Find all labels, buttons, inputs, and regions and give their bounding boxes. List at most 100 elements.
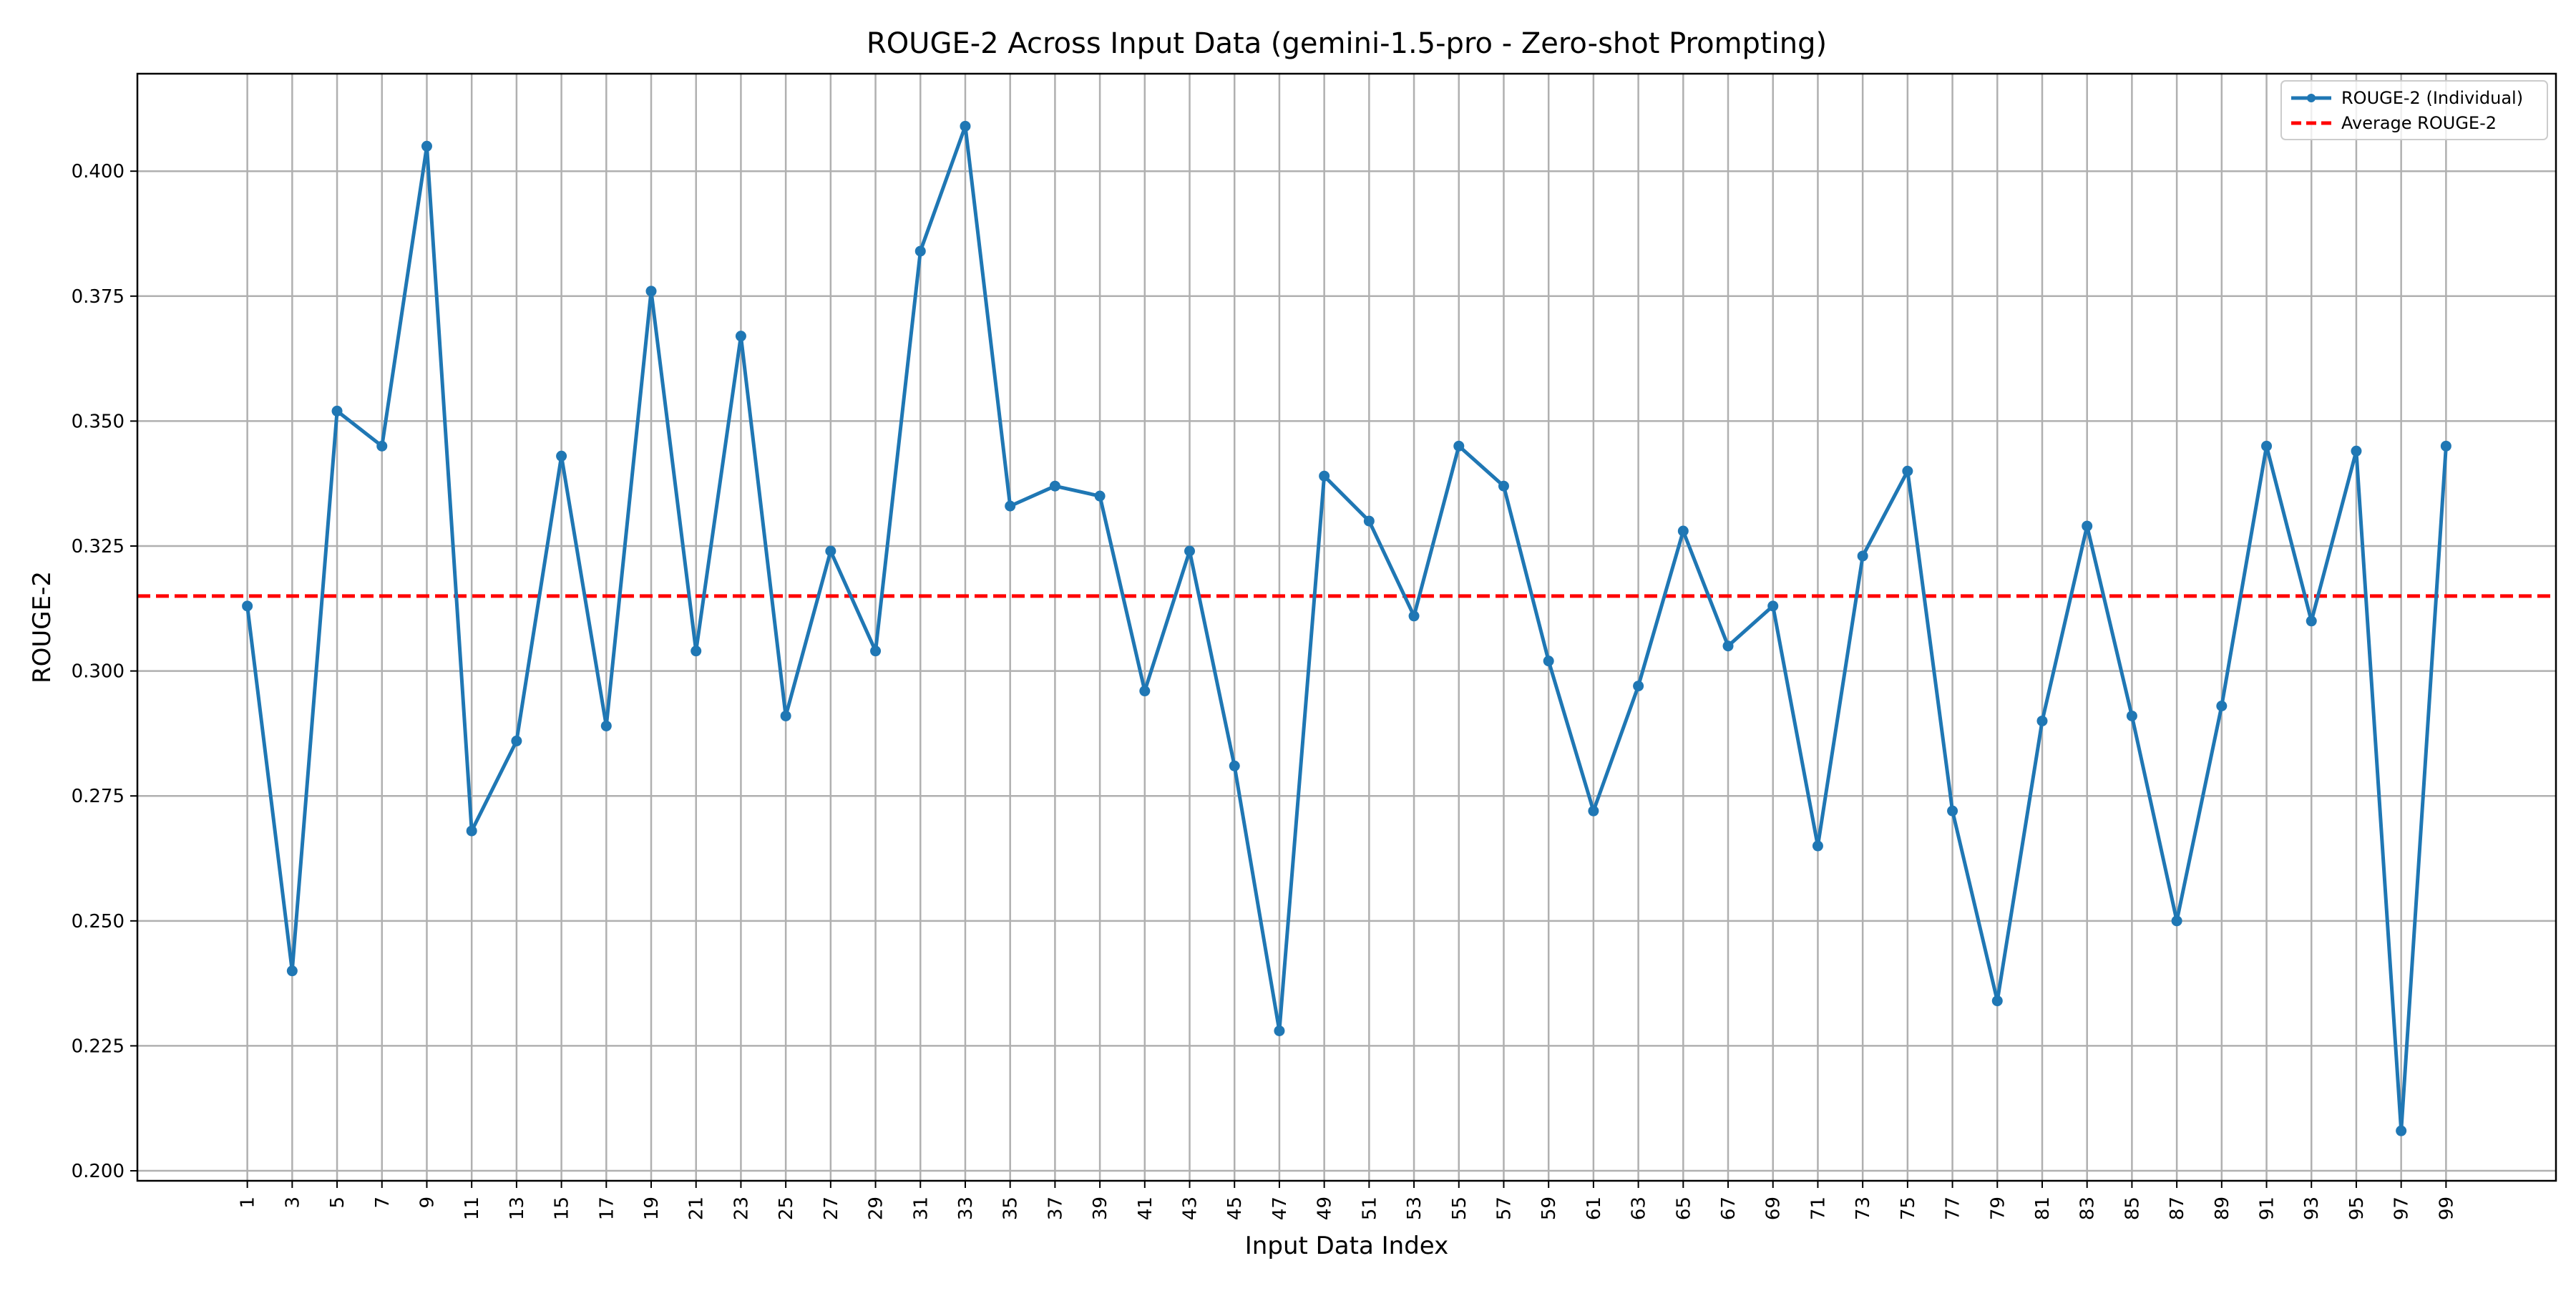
data-point [914, 245, 926, 257]
legend-label-individual: ROUGE-2 (Individual) [2341, 88, 2523, 108]
data-point [1184, 545, 1196, 557]
y-tick-label: 0.400 [72, 161, 125, 182]
data-point [556, 450, 567, 462]
x-tick-label: 97 [2391, 1197, 2413, 1220]
x-tick-label: 29 [866, 1197, 887, 1220]
grid [137, 74, 2556, 1181]
x-tick-label: 5 [327, 1197, 348, 1209]
y-tick-label: 0.275 [72, 786, 125, 807]
data-point [1902, 465, 1913, 477]
chart-title: ROUGE-2 Across Input Data (gemini-1.5-pr… [867, 27, 1827, 60]
data-point [242, 600, 253, 612]
data-point [1588, 805, 1599, 817]
x-tick-label: 71 [1807, 1197, 1829, 1220]
x-tick-label: 81 [2032, 1197, 2054, 1220]
x-tick-label: 19 [641, 1197, 663, 1220]
data-point [2396, 1125, 2407, 1136]
data-point [1767, 600, 1779, 612]
data-point [1229, 760, 1240, 771]
data-point [1005, 500, 1016, 512]
x-tick-label: 43 [1180, 1197, 1201, 1220]
series-group [242, 120, 2451, 1136]
legend-label-average: Average ROUGE-2 [2341, 113, 2497, 133]
x-tick-label: 11 [462, 1197, 483, 1220]
y-axis-ticks: 0.200 0.225 0.250 0.275 0.300 0.325 0.350 0.375… [72, 161, 137, 1182]
x-tick-label: 83 [2077, 1197, 2099, 1220]
x-tick-label: 93 [2301, 1197, 2323, 1220]
x-tick-label: 99 [2436, 1197, 2457, 1220]
x-tick-label: 23 [731, 1197, 752, 1220]
data-point [2261, 440, 2273, 452]
x-tick-label: 21 [686, 1197, 708, 1220]
x-tick-label: 65 [1673, 1197, 1694, 1220]
x-tick-label: 75 [1898, 1197, 1919, 1220]
y-tick-label: 0.200 [72, 1161, 125, 1182]
data-point [691, 646, 702, 657]
plot-frame [136, 72, 2557, 1182]
data-point [466, 825, 477, 837]
x-tick-label: 49 [1314, 1197, 1336, 1220]
x-tick-label: 41 [1135, 1197, 1156, 1220]
data-point [511, 735, 522, 746]
x-tick-label: 7 [372, 1197, 394, 1209]
data-point [825, 545, 836, 557]
x-tick-label: 73 [1853, 1197, 1874, 1220]
x-tick-label: 79 [1987, 1197, 2009, 1220]
x-tick-label: 85 [2122, 1197, 2143, 1220]
x-tick-label: 1 [238, 1197, 259, 1209]
x-tick-label: 27 [821, 1197, 842, 1220]
x-tick-label: 67 [1718, 1197, 1740, 1220]
y-tick-label: 0.225 [72, 1036, 125, 1057]
x-tick-label: 31 [910, 1197, 932, 1220]
x-tick-label: 63 [1629, 1197, 1650, 1220]
x-tick-label: 35 [1000, 1197, 1022, 1220]
x-tick-label: 55 [1449, 1197, 1470, 1220]
x-axis-ticks: 1 3 5 7 9 11 13 15 17 19 21 23 25 27 29 31 33 35 37 39 41 43 4… [238, 1181, 2457, 1220]
data-point [2306, 615, 2317, 627]
data-point [2171, 915, 2182, 927]
data-point [1677, 525, 1689, 537]
data-point [286, 965, 298, 977]
data-point [1812, 840, 1823, 852]
x-tick-label: 47 [1269, 1197, 1291, 1220]
y-axis-label: ROUGE-2 [28, 571, 57, 683]
data-point [1274, 1025, 1285, 1036]
x-tick-label: 33 [955, 1197, 977, 1220]
x-tick-label: 91 [2257, 1197, 2278, 1220]
data-point [780, 710, 791, 721]
data-point [1543, 656, 1554, 667]
y-tick-label: 0.250 [72, 911, 125, 932]
legend: ROUGE-2 (Individual) Average ROUGE-2 [2280, 80, 2548, 140]
x-tick-label: 37 [1045, 1197, 1066, 1220]
x-tick-label: 45 [1224, 1197, 1246, 1220]
data-point [1498, 480, 1509, 492]
y-tick-label: 0.350 [72, 411, 125, 432]
data-point [2082, 520, 2093, 532]
legend-box [2280, 80, 2548, 140]
x-tick-label: 25 [776, 1197, 797, 1220]
x-tick-label: 57 [1493, 1197, 1515, 1220]
data-point [2351, 445, 2362, 457]
x-tick-label: 69 [1763, 1197, 1785, 1220]
x-tick-label: 53 [1404, 1197, 1425, 1220]
data-point [1363, 515, 1375, 527]
data-point [1453, 440, 1465, 452]
x-tick-label: 17 [596, 1197, 618, 1220]
x-tick-label: 89 [2212, 1197, 2233, 1220]
data-point [1857, 550, 1868, 562]
data-point [1049, 480, 1060, 492]
x-tick-label: 59 [1538, 1197, 1560, 1220]
data-point [1633, 681, 1644, 692]
x-tick-label: 61 [1584, 1197, 1605, 1220]
data-point [735, 331, 746, 342]
data-point [1139, 686, 1151, 697]
y-tick-label: 0.375 [72, 286, 125, 308]
x-tick-label: 3 [282, 1197, 303, 1209]
data-point [645, 286, 657, 297]
y-tick-label: 0.325 [72, 536, 125, 557]
x-tick-label: 9 [416, 1197, 438, 1209]
data-point [1722, 640, 1734, 652]
